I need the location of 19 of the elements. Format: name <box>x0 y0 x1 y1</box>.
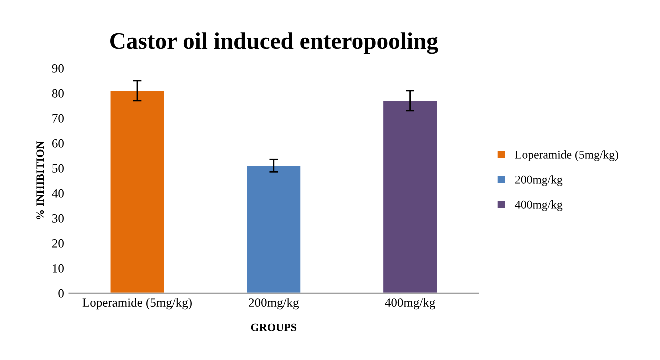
x-axis-title: GROUPS <box>251 324 297 332</box>
y-tick-label: 10 <box>53 264 64 273</box>
y-tick-label: 20 <box>52 239 64 248</box>
x-tick-label: 400mg/kg <box>385 298 436 310</box>
y-tick-label: 60 <box>52 139 64 148</box>
chart-title: Castor oil induced enteropooling <box>110 32 438 54</box>
x-tick-label: Loperamide (5mg/kg) <box>82 298 192 310</box>
y-tick-label: 30 <box>52 214 64 223</box>
y-tick-label: 90 <box>52 64 64 73</box>
legend-label: 400mg/kg <box>515 200 563 212</box>
y-tick-label: 80 <box>52 89 64 98</box>
y-tick-label: 50 <box>52 164 64 173</box>
y-tick-label: 70 <box>52 114 64 123</box>
legend-label: 200mg/kg <box>516 176 563 186</box>
y-axis-title: % INHIBITION <box>36 141 44 220</box>
x-tick-label: 200mg/kg <box>249 298 300 310</box>
y-tick-label: 40 <box>52 189 64 198</box>
legend-label: Loperamide (5mg/kg) <box>515 150 618 162</box>
y-tick-label: 0 <box>58 289 64 298</box>
